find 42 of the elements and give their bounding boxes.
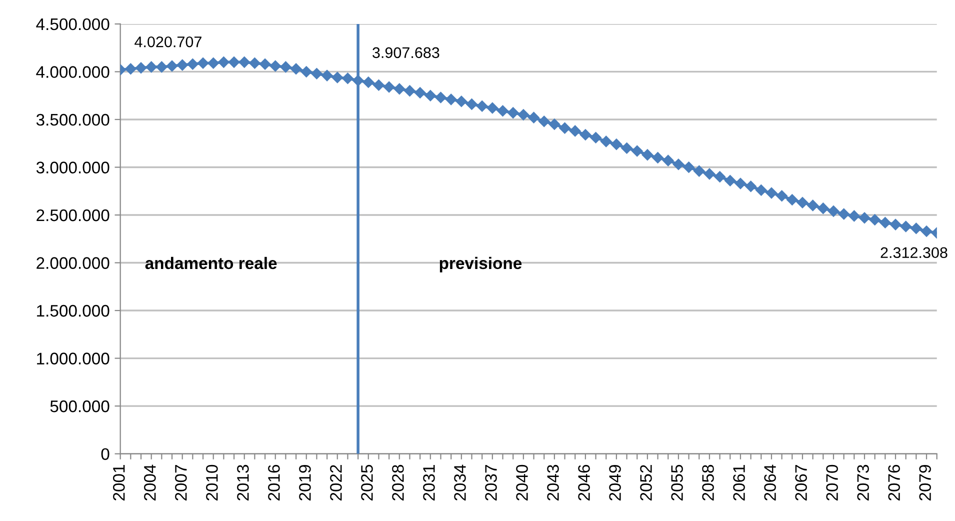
- x-tick-label: 2022: [330, 465, 342, 500]
- y-tick-label: 3.000.000: [36, 162, 110, 174]
- y-tick-label: 4.000.000: [36, 66, 110, 78]
- y-tick-label: 1.000.000: [37, 352, 110, 364]
- x-tick-label: 2067: [795, 465, 807, 500]
- y-tick-label: 2.000.000: [36, 257, 110, 269]
- x-tick-label: 2055: [671, 464, 683, 500]
- x-tick-label: 2058: [702, 464, 714, 500]
- x-tick-label: 2016: [268, 464, 280, 500]
- x-tick-label: 2040: [516, 464, 528, 500]
- x-tick-label: 2019: [299, 464, 311, 500]
- x-tick-label: 2001: [113, 465, 125, 500]
- x-tick-label: 2043: [547, 464, 559, 500]
- x-tick-label: 2076: [888, 464, 900, 500]
- x-tick-label: 2070: [826, 464, 838, 500]
- x-tick-label: 2052: [640, 465, 652, 500]
- x-tick-label: 2049: [609, 464, 621, 500]
- y-tick-label: 0: [101, 448, 110, 460]
- y-tick-label: 3.500.000: [36, 114, 110, 126]
- y-tick-label: 500.000: [50, 400, 110, 412]
- x-tick-label: 2013: [237, 464, 249, 500]
- x-tick-label: 2037: [485, 465, 497, 500]
- data-label: 4.020.707: [134, 36, 202, 48]
- x-tick-label: 2010: [206, 464, 218, 500]
- x-tick-label: 2031: [423, 465, 435, 500]
- x-tick-label: 2073: [857, 464, 869, 500]
- x-tick-label: 2034: [454, 464, 466, 500]
- x-tick-label: 2046: [578, 464, 590, 500]
- y-tick-label: 1.500.000: [37, 304, 110, 317]
- y-tick-label: 2.500.000: [36, 209, 110, 222]
- x-tick-label: 2004: [144, 464, 156, 500]
- annotation: andamento reale: [145, 256, 277, 270]
- y-tick-label: 4.500.000: [36, 18, 110, 30]
- x-tick-label: 2079: [919, 464, 931, 500]
- annotation: previsione: [440, 256, 522, 272]
- data-label: 2.312.308: [880, 247, 948, 258]
- x-tick-label: 2028: [392, 464, 404, 500]
- x-tick-label: 2007: [175, 465, 187, 500]
- x-tick-label: 2025: [361, 464, 373, 500]
- x-tick-label: 2061: [733, 465, 745, 500]
- data-label: 3.907.683: [372, 47, 440, 58]
- x-tick-label: 2064: [764, 464, 776, 500]
